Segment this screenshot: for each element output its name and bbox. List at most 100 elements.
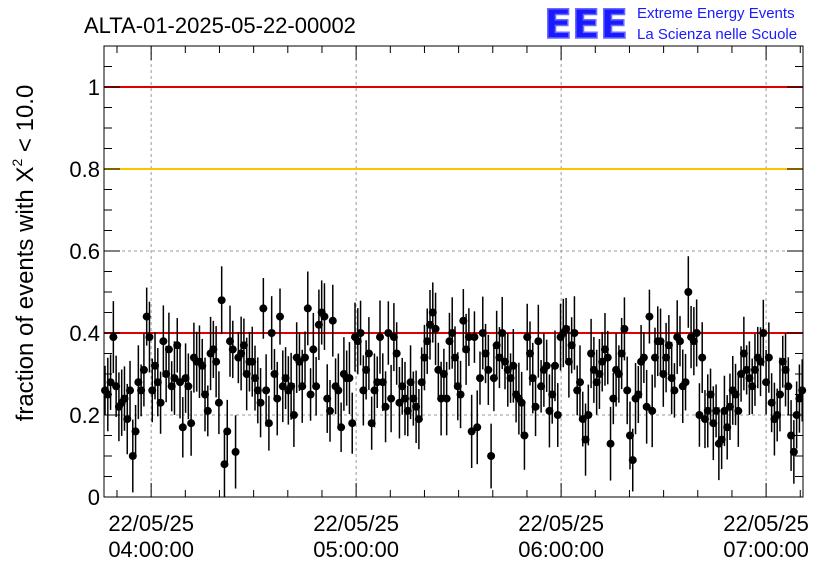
data-point xyxy=(764,353,773,362)
data-point xyxy=(203,406,212,415)
data-point xyxy=(364,349,373,358)
data-point xyxy=(598,357,607,366)
data-point xyxy=(787,431,796,440)
y-axis-label-main: fraction of events with X xyxy=(12,167,39,422)
data-point xyxy=(281,374,290,383)
data-point xyxy=(123,415,132,424)
data-point xyxy=(231,447,240,456)
data-point xyxy=(784,382,793,391)
plot-frame xyxy=(103,45,804,498)
data-point xyxy=(131,427,140,436)
data-point xyxy=(428,308,437,317)
data-point xyxy=(609,394,618,403)
data-point xyxy=(228,345,237,354)
data-point xyxy=(748,382,757,391)
data-point xyxy=(387,394,396,403)
data-point xyxy=(750,365,759,374)
data-point xyxy=(425,320,434,329)
data-point xyxy=(712,406,721,415)
data-point xyxy=(525,349,534,358)
data-point xyxy=(584,411,593,419)
data-point xyxy=(420,353,429,362)
y-tick-label: 1 xyxy=(88,75,100,100)
data-point xyxy=(456,390,465,399)
data-point xyxy=(251,374,260,383)
data-point xyxy=(695,411,704,419)
data-point xyxy=(356,329,365,337)
data-point xyxy=(773,411,782,419)
data-point xyxy=(220,460,229,469)
data-point xyxy=(500,357,509,366)
data-point xyxy=(795,394,804,403)
data-point xyxy=(664,341,673,350)
data-point xyxy=(681,378,690,387)
data-point xyxy=(603,353,612,362)
data-point xyxy=(142,312,151,321)
data-point xyxy=(137,386,146,395)
data-point xyxy=(478,329,487,337)
data-point xyxy=(509,361,518,370)
data-point xyxy=(170,374,179,383)
data-point xyxy=(484,365,493,374)
data-point xyxy=(448,329,457,337)
data-point xyxy=(395,398,404,407)
x-tick-date: 22/05/25 xyxy=(313,511,399,536)
data-point xyxy=(767,398,776,407)
data-point xyxy=(362,365,371,374)
data-point xyxy=(520,431,529,440)
data-point xyxy=(575,378,584,387)
data-point xyxy=(517,398,526,407)
data-point xyxy=(320,312,329,321)
data-point xyxy=(489,374,498,383)
data-point xyxy=(370,386,379,395)
data-point xyxy=(159,337,168,346)
data-point xyxy=(684,288,693,296)
data-point xyxy=(775,390,784,399)
data-point xyxy=(270,370,279,378)
data-point xyxy=(587,349,596,358)
data-point xyxy=(381,402,390,411)
data-point xyxy=(689,337,698,346)
data-point xyxy=(725,402,734,411)
data-point xyxy=(698,353,707,362)
data-point xyxy=(595,370,604,378)
data-point xyxy=(145,333,154,342)
eee-logo: EEE Extreme Energy Events La Scienza nel… xyxy=(543,1,797,49)
data-point xyxy=(109,333,118,342)
data-point xyxy=(581,435,590,444)
data-point xyxy=(578,415,587,424)
data-point xyxy=(276,312,285,321)
data-point xyxy=(703,406,712,415)
y-tick-label: 0.6 xyxy=(69,239,100,264)
data-point xyxy=(198,361,207,370)
data-point xyxy=(467,427,476,436)
grid xyxy=(104,46,803,497)
data-point xyxy=(473,423,482,432)
data-point xyxy=(570,329,579,337)
data-point xyxy=(600,345,609,354)
y-axis-label-tail: < 10.0 xyxy=(12,85,39,159)
data-point xyxy=(348,419,357,428)
data-point xyxy=(450,353,459,362)
data-point xyxy=(359,386,368,395)
data-point xyxy=(434,365,443,374)
data-point xyxy=(445,337,454,346)
data-point xyxy=(239,341,248,350)
data-point xyxy=(389,333,398,342)
data-point xyxy=(692,329,701,337)
data-point xyxy=(214,398,223,407)
data-point xyxy=(506,374,515,383)
data-point xyxy=(223,427,232,436)
data-point xyxy=(128,452,137,460)
data-point xyxy=(656,337,665,346)
data-point xyxy=(639,353,648,362)
data-point xyxy=(614,370,623,378)
axes: 00.20.40.60.8122/05/2504:00:0022/05/2505… xyxy=(69,46,809,562)
data-point xyxy=(495,353,504,362)
data-point xyxy=(537,382,546,391)
data-point xyxy=(667,374,676,383)
data-point xyxy=(645,312,654,321)
data-point xyxy=(709,419,718,428)
data-point xyxy=(314,320,323,329)
data-point xyxy=(498,329,507,337)
